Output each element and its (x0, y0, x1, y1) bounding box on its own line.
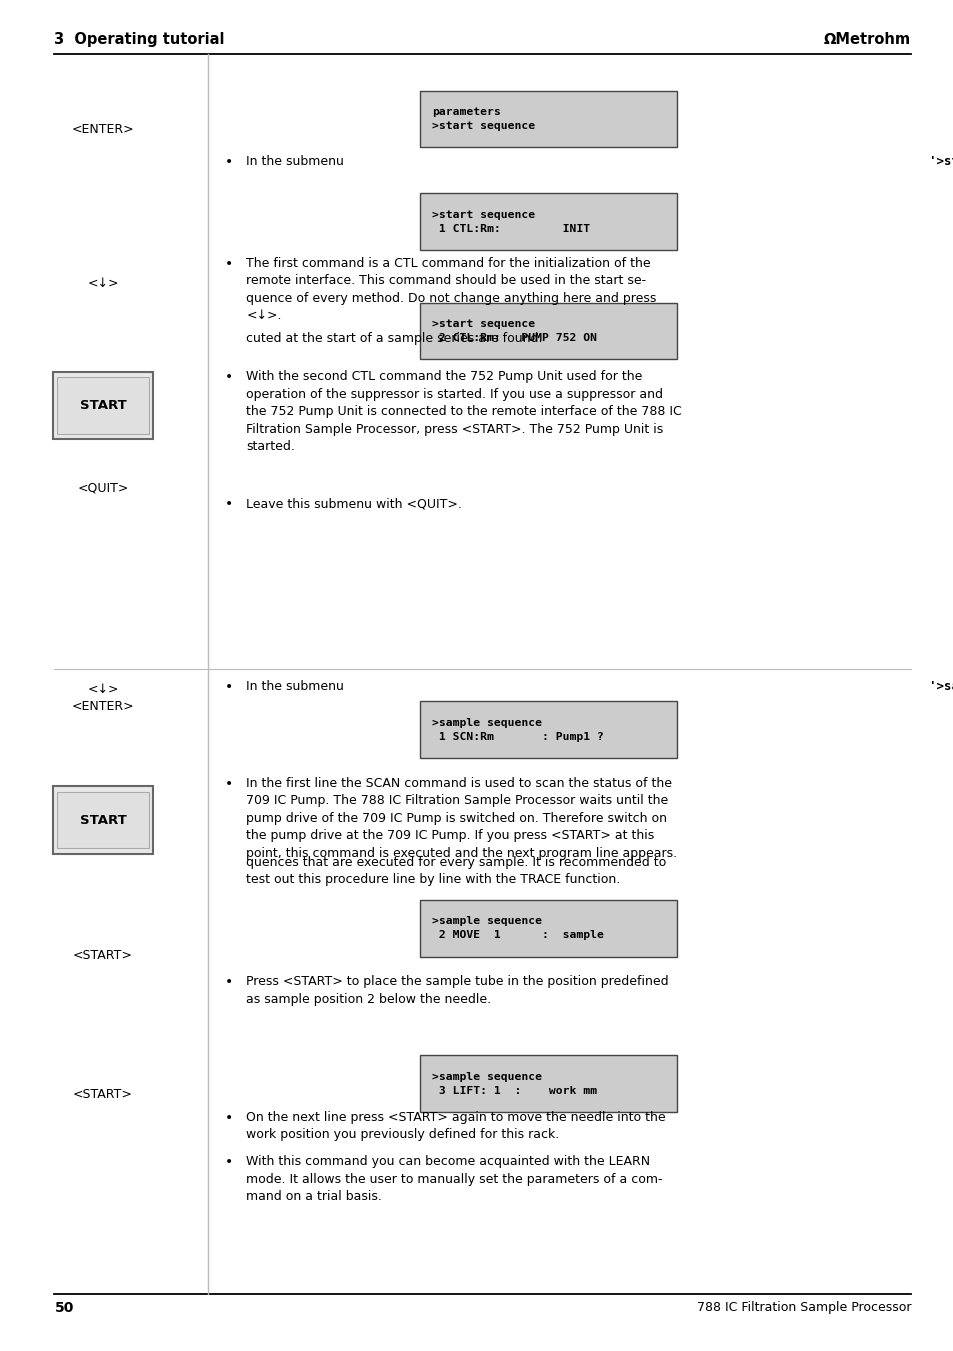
Bar (56, 377, 149, 434)
Bar (419, 91, 677, 147)
Text: •: • (225, 1155, 233, 1169)
Text: <↓>: <↓> (87, 682, 119, 696)
Text: <QUIT>: <QUIT> (77, 481, 129, 494)
Text: ΩMetrohm: ΩMetrohm (823, 32, 910, 47)
Bar (53, 786, 152, 854)
Text: >sample sequence
 1 SCN:Rm       : Pump1 ?: >sample sequence 1 SCN:Rm : Pump1 ? (432, 717, 603, 742)
Text: quences that are executed for every sample. It is recommended to
test out this p: quences that are executed for every samp… (246, 857, 666, 886)
Text: >start sequence
 1 CTL:Rm:         INIT: >start sequence 1 CTL:Rm: INIT (432, 209, 590, 234)
Text: <START>: <START> (73, 1088, 132, 1101)
Bar (419, 701, 677, 758)
Text: In the submenu: In the submenu (246, 155, 348, 169)
Text: •: • (225, 1111, 233, 1124)
Text: START: START (79, 813, 127, 827)
Text: •: • (225, 155, 233, 169)
Text: 788 IC Filtration Sample Processor: 788 IC Filtration Sample Processor (696, 1301, 910, 1315)
Text: <↓>: <↓> (87, 277, 119, 290)
Text: Leave this submenu with <QUIT>.: Leave this submenu with <QUIT>. (246, 497, 461, 511)
Bar (419, 900, 677, 957)
Text: '>sample sequence': '>sample sequence' (928, 680, 953, 693)
Text: •: • (225, 680, 233, 693)
Text: <ENTER>: <ENTER> (71, 123, 134, 136)
Text: <ENTER>: <ENTER> (71, 700, 134, 713)
Text: 3  Operating tutorial: 3 Operating tutorial (54, 32, 225, 47)
Text: START: START (79, 399, 127, 412)
Text: >sample sequence
 3 LIFT: 1  :    work mm: >sample sequence 3 LIFT: 1 : work mm (432, 1071, 597, 1096)
Bar (419, 1055, 677, 1112)
Text: •: • (225, 370, 233, 384)
Text: >start sequence
 2 CTL:Rm:   PUMP 752 ON: >start sequence 2 CTL:Rm: PUMP 752 ON (432, 319, 597, 343)
Text: <START>: <START> (73, 948, 132, 962)
Text: With this command you can become acquainted with the LEARN
mode. It allows the u: With this command you can become acquain… (246, 1155, 662, 1204)
Bar (56, 792, 149, 848)
Text: •: • (225, 975, 233, 989)
Text: 50: 50 (54, 1301, 73, 1315)
Text: On the next line press <START> again to move the needle into the
work position y: On the next line press <START> again to … (246, 1111, 665, 1142)
Text: >sample sequence
 2 MOVE  1      :  sample: >sample sequence 2 MOVE 1 : sample (432, 916, 603, 940)
Text: In the submenu: In the submenu (246, 680, 348, 693)
Text: •: • (225, 777, 233, 790)
Text: cuted at the start of a sample series are found.: cuted at the start of a sample series ar… (246, 332, 542, 345)
Bar (419, 193, 677, 250)
Bar (419, 303, 677, 359)
Text: With the second CTL command the 752 Pump Unit used for the
operation of the supp: With the second CTL command the 752 Pump… (246, 370, 681, 453)
Text: In the first line the SCAN command is used to scan the status of the
709 IC Pump: In the first line the SCAN command is us… (246, 777, 677, 859)
Bar (53, 372, 152, 439)
Text: Press <START> to place the sample tube in the position predefined
as sample posi: Press <START> to place the sample tube i… (246, 975, 668, 1006)
Text: parameters
>start sequence: parameters >start sequence (432, 107, 535, 131)
Text: '>start sequence': '>start sequence' (928, 155, 953, 169)
Text: •: • (225, 257, 233, 270)
Text: •: • (225, 497, 233, 511)
Text: The first command is a CTL command for the initialization of the
remote interfac: The first command is a CTL command for t… (246, 257, 656, 322)
